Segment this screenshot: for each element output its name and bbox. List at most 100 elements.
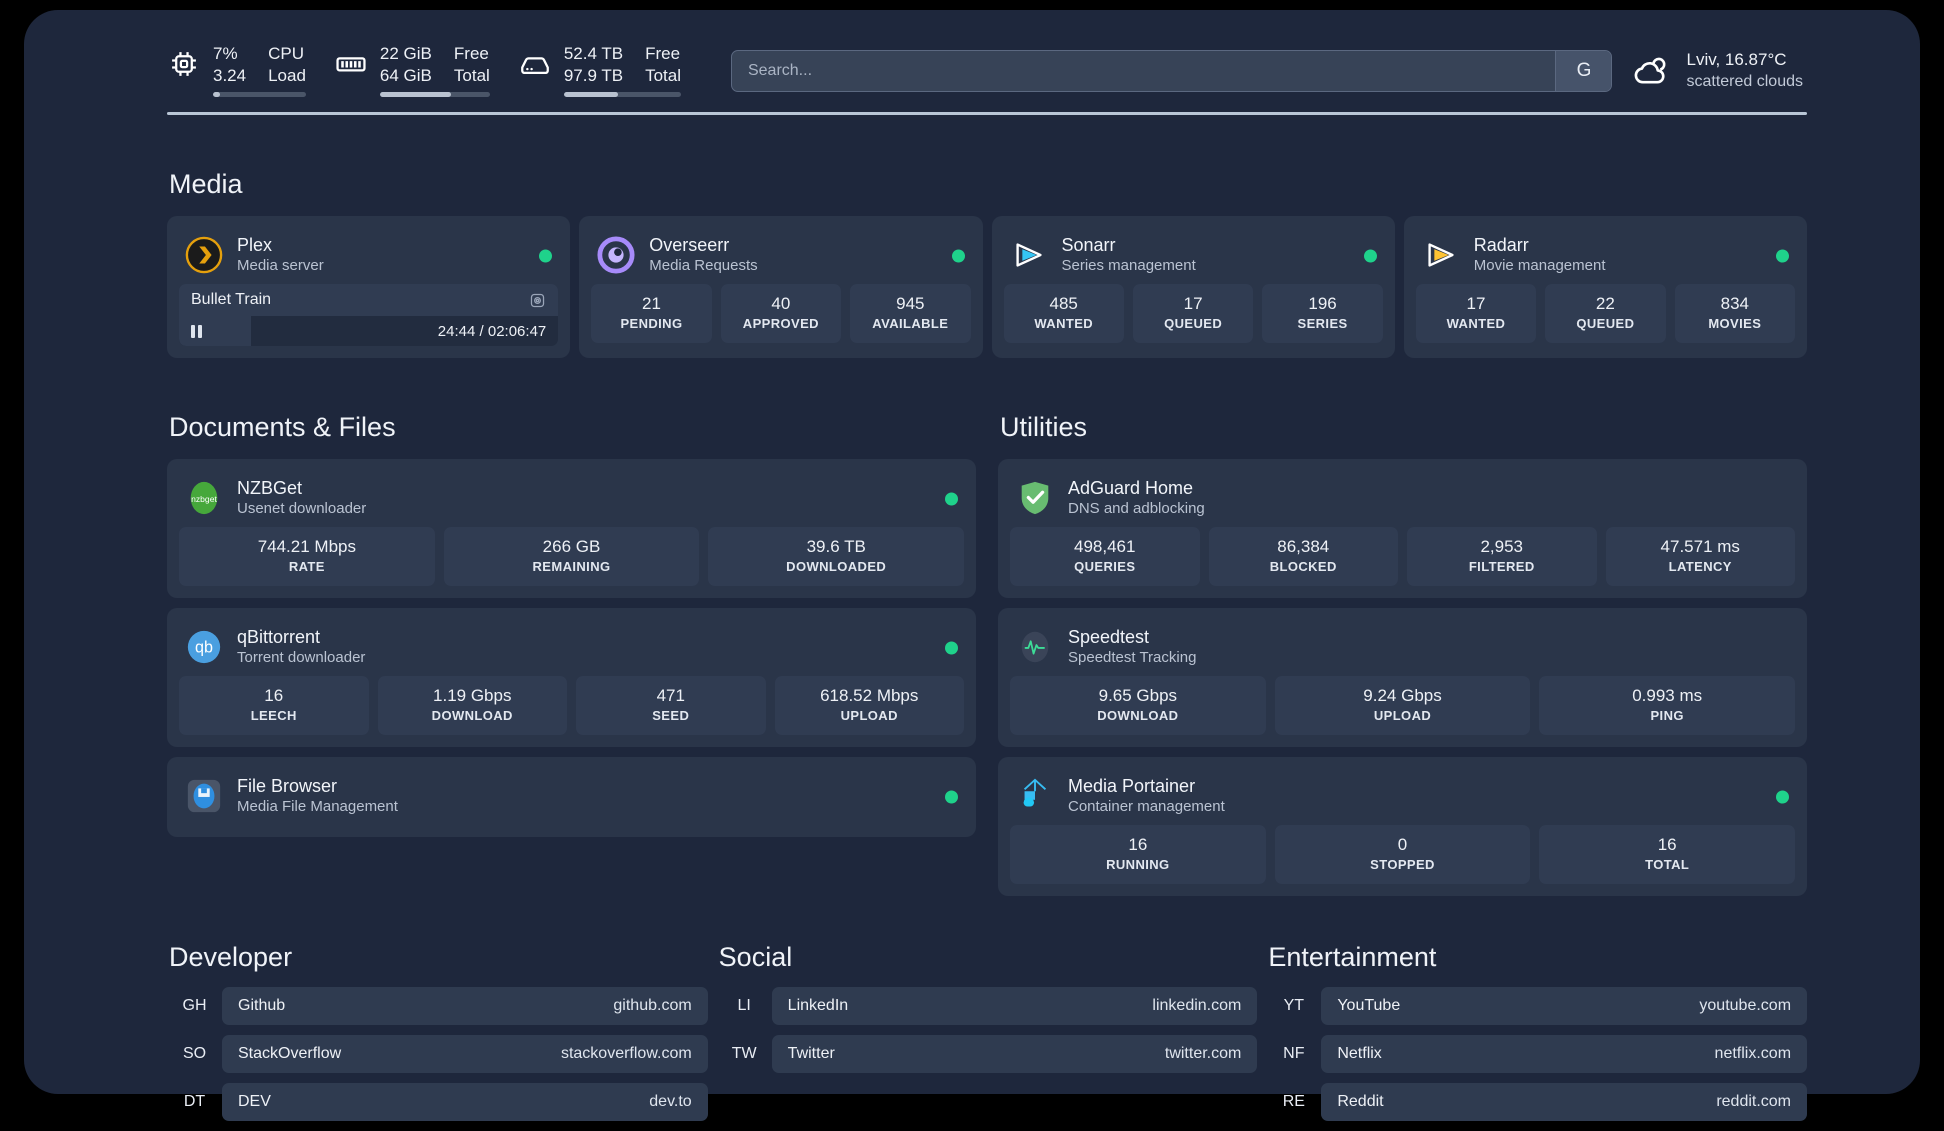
service-card-sonarr[interactable]: Sonarr Series management 485 WANTED 17 Q… [991, 216, 1395, 358]
disk-label-1: Free [645, 44, 681, 63]
stat-cell: 1.19 Gbps DOWNLOAD [377, 676, 567, 735]
plex-icon [185, 236, 223, 274]
stat-cell: 22 QUEUED [1545, 284, 1666, 343]
bookmark-link[interactable]: GH Github github.com [167, 987, 708, 1025]
stat-value: 17 [1183, 294, 1203, 313]
bookmark-link[interactable]: SO StackOverflow stackoverflow.com [167, 1035, 708, 1073]
bookmark-pill[interactable]: Twitter twitter.com [771, 1035, 1258, 1073]
search-box[interactable]: G [730, 50, 1613, 92]
service-card-overseerr[interactable]: Overseerr Media Requests 21 PENDING 40 A… [579, 216, 983, 358]
stat-value: 22 [1595, 294, 1615, 313]
service-card-speedtest[interactable]: Speedtest Speedtest Tracking 9.65 Gbps D… [998, 608, 1807, 747]
status-indicator [1363, 249, 1377, 263]
card-header: AdGuard Home DNS and adblocking [1010, 471, 1795, 527]
progress-fill [179, 316, 252, 346]
stat-value: 16 [1657, 835, 1677, 854]
service-name: Media Portainer [1068, 776, 1196, 796]
stat-cell: 47.571 ms LATENCY [1605, 527, 1795, 586]
stat-cell: 744.21 Mbps RATE [179, 527, 435, 586]
card-header: Media Portainer Container management [1010, 769, 1795, 825]
cpu-label-1: CPU [268, 44, 304, 63]
bookmark-name: Github [238, 997, 286, 1014]
bookmark-pill[interactable]: DEV dev.to [222, 1083, 708, 1121]
search-input[interactable] [731, 62, 1556, 80]
card-header: Sonarr Series management [1004, 228, 1383, 284]
stats-row: 498,461 QUERIES 86,384 BLOCKED 2,953 FIL… [1010, 527, 1795, 586]
service-desc: Media File Management [237, 798, 398, 815]
stat-label: BLOCKED [1269, 559, 1337, 574]
service-card-plex[interactable]: Plex Media server Bullet Train [167, 216, 571, 358]
stats-row: 9.65 Gbps DOWNLOAD 9.24 Gbps UPLOAD 0.99… [1010, 676, 1796, 735]
svg-text:nzbget: nzbget [191, 494, 217, 504]
bookmark-pill[interactable]: Github github.com [222, 987, 708, 1025]
stats-row: 16 RUNNING 0 STOPPED 16 TOTAL [1010, 825, 1796, 884]
bookmark-pill[interactable]: LinkedIn linkedin.com [771, 987, 1258, 1025]
bookmark-name: DEV [238, 1093, 271, 1110]
stat-value: 471 [656, 686, 685, 705]
bookmark-link[interactable]: LI LinkedIn linkedin.com [717, 987, 1258, 1025]
stat-cell: 9.65 Gbps DOWNLOAD [1010, 676, 1266, 735]
cloud-icon [1630, 50, 1672, 92]
utilities-column: Utilities AdGuard Home [998, 358, 1807, 896]
bookmark-url: stackoverflow.com [560, 1045, 692, 1062]
service-card-radarr[interactable]: Radarr Movie management 17 WANTED 22 QUE… [1403, 216, 1807, 358]
cpu-loadavg: 3.24 [213, 66, 247, 85]
gear-icon[interactable] [529, 292, 546, 309]
memory-total: 64 GiB [379, 66, 432, 85]
bookmark-abbr: DT [183, 1093, 206, 1110]
service-card-file-browser[interactable]: File Browser Media File Management [167, 757, 976, 837]
bookmark-link[interactable]: DT DEV dev.to [167, 1083, 708, 1121]
search-engine-button[interactable]: G [1555, 51, 1612, 91]
bookmark-link[interactable]: NF Netflix netflix.com [1266, 1035, 1808, 1073]
service-name: AdGuard Home [1068, 478, 1194, 498]
cpu-usage-bar [213, 92, 306, 97]
service-card-nzbget[interactable]: nzbget NZBGet Usenet downloader 74 [167, 459, 976, 598]
speedtest-icon [1016, 628, 1054, 666]
memory-readout: 22 GiB 64 GiB Free Total [379, 43, 490, 99]
stat-label: DOWNLOADED [786, 559, 887, 574]
bookmark-group-title: Entertainment [1268, 942, 1437, 972]
bookmark-pill[interactable]: Netflix netflix.com [1321, 1035, 1808, 1073]
status-indicator [945, 790, 958, 804]
service-desc: Media Requests [649, 257, 758, 274]
pause-icon[interactable] [191, 324, 202, 338]
stat-label: QUERIES [1074, 559, 1136, 574]
stat-cell: 485 WANTED [1003, 284, 1124, 343]
stat-label: UPLOAD [840, 708, 898, 723]
stat-label: STOPPED [1370, 857, 1435, 872]
stat-label: SERIES [1297, 316, 1348, 331]
service-card-media-portainer[interactable]: Media Portainer Container management 16 … [998, 757, 1807, 896]
now-playing-progress-bar[interactable]: 24:44 / 02:06:47 [179, 316, 559, 346]
bookmark-link[interactable]: TW Twitter twitter.com [717, 1035, 1258, 1073]
stat-label: RUNNING [1106, 857, 1170, 872]
bookmark-url: twitter.com [1164, 1045, 1242, 1062]
stat-label: APPROVED [742, 316, 819, 331]
stat-cell: 21 PENDING [591, 284, 712, 343]
status-indicator [951, 249, 965, 263]
now-playing: Bullet Train 24:44 / 02:06:47 [179, 284, 559, 346]
disk-readout: 52.4 TB 97.9 TB Free Total [563, 43, 681, 99]
disk-free: 52.4 TB [563, 44, 624, 63]
bookmark-name: Reddit [1337, 1093, 1384, 1110]
service-name: qBittorrent [237, 627, 321, 647]
weather-condition: scattered clouds [1686, 73, 1803, 90]
stat-value: 945 [896, 294, 925, 313]
bookmark-link[interactable]: YT YouTube youtube.com [1266, 987, 1808, 1025]
bookmark-pill[interactable]: StackOverflow stackoverflow.com [222, 1035, 708, 1073]
stat-value: 86,384 [1277, 537, 1330, 556]
bookmark-name: Netflix [1337, 1045, 1382, 1062]
bookmark-pill[interactable]: YouTube youtube.com [1321, 987, 1808, 1025]
bookmark-link[interactable]: RE Reddit reddit.com [1266, 1083, 1808, 1121]
stat-label: LATENCY [1668, 559, 1732, 574]
service-card-adguard-home[interactable]: AdGuard Home DNS and adblocking 498,461 … [998, 459, 1807, 598]
stat-label: WANTED [1446, 316, 1506, 331]
bookmark-abbr: NF [1283, 1045, 1305, 1062]
bookmark-pill[interactable]: Reddit reddit.com [1321, 1083, 1808, 1121]
stat-label: MOVIES [1708, 316, 1762, 331]
cpu-icon [167, 47, 201, 81]
stat-value: 1.19 Gbps [433, 686, 512, 705]
service-card-qbittorrent[interactable]: qb qBittorrent Torrent downloader [167, 608, 976, 747]
bookmark-abbr: GH [182, 997, 207, 1014]
bookmark-abbr: RE [1282, 1093, 1305, 1110]
card-header: qb qBittorrent Torrent downloader [179, 620, 964, 676]
